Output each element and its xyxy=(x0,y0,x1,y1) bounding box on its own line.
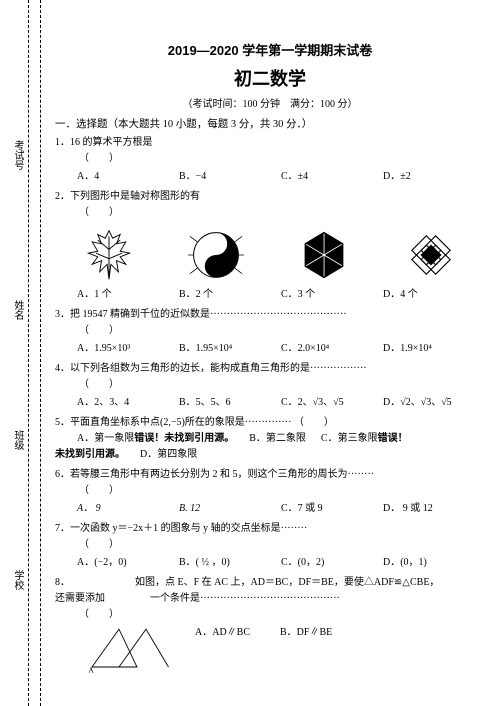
q7-text: 7．一次函数 y＝−2x＋1 的图象与 y 轴的交点坐标是········ xyxy=(55,523,307,534)
question-5: 5．平面直角坐标系中点(2,−5)所在的象限是·············· （ … xyxy=(55,415,485,463)
q3-opt-b: B．1.95×10⁴ xyxy=(179,341,281,357)
q3-opt-d: D．1.9×10⁴ xyxy=(383,341,485,357)
q3-opt-a: A．1.95×10³ xyxy=(77,341,179,357)
q7-opt-d: D．(0，1) xyxy=(383,555,485,571)
q4-paren: （ ） xyxy=(79,377,485,393)
page-content: 2019—2020 学年第一学期期末试卷 初二数学 （考试时间：100 分钟 满… xyxy=(55,40,485,667)
q1-opt-d: D．±2 xyxy=(383,169,485,185)
q8-text4: 一个条件是···································… xyxy=(150,593,340,604)
q6-opt-d: D． 9 或 12 xyxy=(383,501,485,517)
q1-text: 1．16 的算术平方根是 xyxy=(55,137,153,148)
title-subject: 初二数学 xyxy=(55,65,485,91)
q2-opt-b: B．2 个 xyxy=(179,287,281,303)
q6-text: 6．若等腰三角形中有两边长分别为 2 和 5，则这个三角形的周长为·······… xyxy=(55,469,374,480)
q4-opt-a: A．2、3、4 xyxy=(77,395,179,411)
q5-paren: （ ） xyxy=(294,417,334,428)
q6-opt-c: C．7 或 9 xyxy=(281,501,383,517)
q7-paren: （ ） xyxy=(79,537,485,553)
q2-opt-d: D．4 个 xyxy=(383,287,485,303)
binding-line-outer xyxy=(40,0,42,706)
q6-opt-b: B. 12 xyxy=(179,501,281,517)
q8-figure-icon: A xyxy=(83,621,173,677)
q4-opt-b: B．5、5、6 xyxy=(179,395,281,411)
binding-labels: 考试号 姓名 班级 学校 xyxy=(6,0,26,706)
q2-opt-c: C．3 个 xyxy=(281,287,383,303)
q8-num: 8． xyxy=(55,577,70,588)
shape-circle-icon xyxy=(188,227,244,283)
q5-opt-d: D．第四象限 xyxy=(140,449,197,460)
q8-opt-a: A．AD∥BC xyxy=(195,625,250,641)
q1-opt-b: B．−4 xyxy=(179,169,281,185)
q1-opt-c: C．±4 xyxy=(281,169,383,185)
q2-text: 2．下列图形中是轴对称图形的有 xyxy=(55,191,200,202)
q5-opt-b: B．第二象限 xyxy=(249,433,306,444)
exam-meta: （考试时间：100 分钟 满分：100 分） xyxy=(55,95,485,110)
q7-opt-c: C．(0，2) xyxy=(281,555,383,571)
title-year: 2019—2020 学年第一学期期末试卷 xyxy=(55,40,485,59)
q7-opt-a: A．(−2，0) xyxy=(77,555,179,571)
q4-opt-c: C．2、√3、√5 xyxy=(281,395,383,411)
question-6: 6．若等腰三角形中有两边长分别为 2 和 5，则这个三角形的周长为·······… xyxy=(55,467,485,517)
q4-text: 4．以下列各组数为三角形的边长，能构成直角三角形的是··············… xyxy=(55,363,367,374)
q5-opt-c: C．第三象限 xyxy=(321,433,378,444)
q8-text3: 还需要添加 xyxy=(55,593,105,604)
q5-text: 5．平面直角坐标系中点(2,−5)所在的象限是·············· xyxy=(55,417,291,428)
shape-leaf-icon xyxy=(81,227,137,283)
question-7: 7．一次函数 y＝−2x＋1 的图象与 y 轴的交点坐标是········ （ … xyxy=(55,521,485,571)
label-school: 学校 xyxy=(10,570,25,590)
q6-paren: （ ） xyxy=(79,483,485,499)
svg-text:A: A xyxy=(88,666,94,674)
q1-paren: （ ） xyxy=(79,151,485,167)
label-examno: 考试号 xyxy=(10,140,25,170)
q8-opt-b: B．DF∥BE xyxy=(280,625,332,641)
shape-knot-icon xyxy=(403,227,459,283)
q7-opt-b: B．( ½ ，0) xyxy=(179,555,281,571)
question-8: 8． 如图，点 E、F 在 AC 上，AD＝BC，DF＝BE，要使△ADF≌△C… xyxy=(55,575,485,663)
q3-text: 3．把 19547 精确到千位的近似数是····················… xyxy=(55,309,347,320)
q5-err1: 错误！未找到引用源。 xyxy=(134,433,234,444)
q2-paren: （ ） xyxy=(79,205,485,221)
q3-opt-c: C．2.0×10⁴ xyxy=(281,341,383,357)
question-4: 4．以下列各组数为三角形的边长，能构成直角三角形的是··············… xyxy=(55,361,485,411)
q8-text2: 如图，点 E、F 在 AC 上，AD＝BC，DF＝BE，要使△ADF≌△CBE， xyxy=(135,577,439,588)
q5-opt-a: A．第一象限 xyxy=(77,433,134,444)
section-1-head: 一．选择题（本大题共 10 小题，每题 3 分，共 30 分．） xyxy=(55,116,485,131)
label-name: 姓名 xyxy=(10,300,25,320)
q3-paren: （ ） xyxy=(79,323,485,339)
shape-pinwheel-icon xyxy=(296,227,352,283)
q2-shapes xyxy=(55,227,485,283)
binding-line-inner xyxy=(28,0,30,706)
q5-err2: 错误！ xyxy=(378,433,408,444)
question-1: 1．16 的算术平方根是 （ ） A．4 B．−4 C．±4 D．±2 xyxy=(55,135,485,185)
q1-opt-a: A．4 xyxy=(77,169,179,185)
q6-opt-a: A． 9 xyxy=(77,501,179,517)
question-3: 3．把 19547 精确到千位的近似数是····················… xyxy=(55,307,485,357)
label-class: 班级 xyxy=(10,430,25,450)
q2-opt-a: A．1 个 xyxy=(77,287,179,303)
q5-err3: 未找到引用源。 xyxy=(55,449,125,460)
question-2: 2．下列图形中是轴对称图形的有 （ ） xyxy=(55,189,485,303)
q4-opt-d: D．√2、√3、√5 xyxy=(383,395,485,411)
